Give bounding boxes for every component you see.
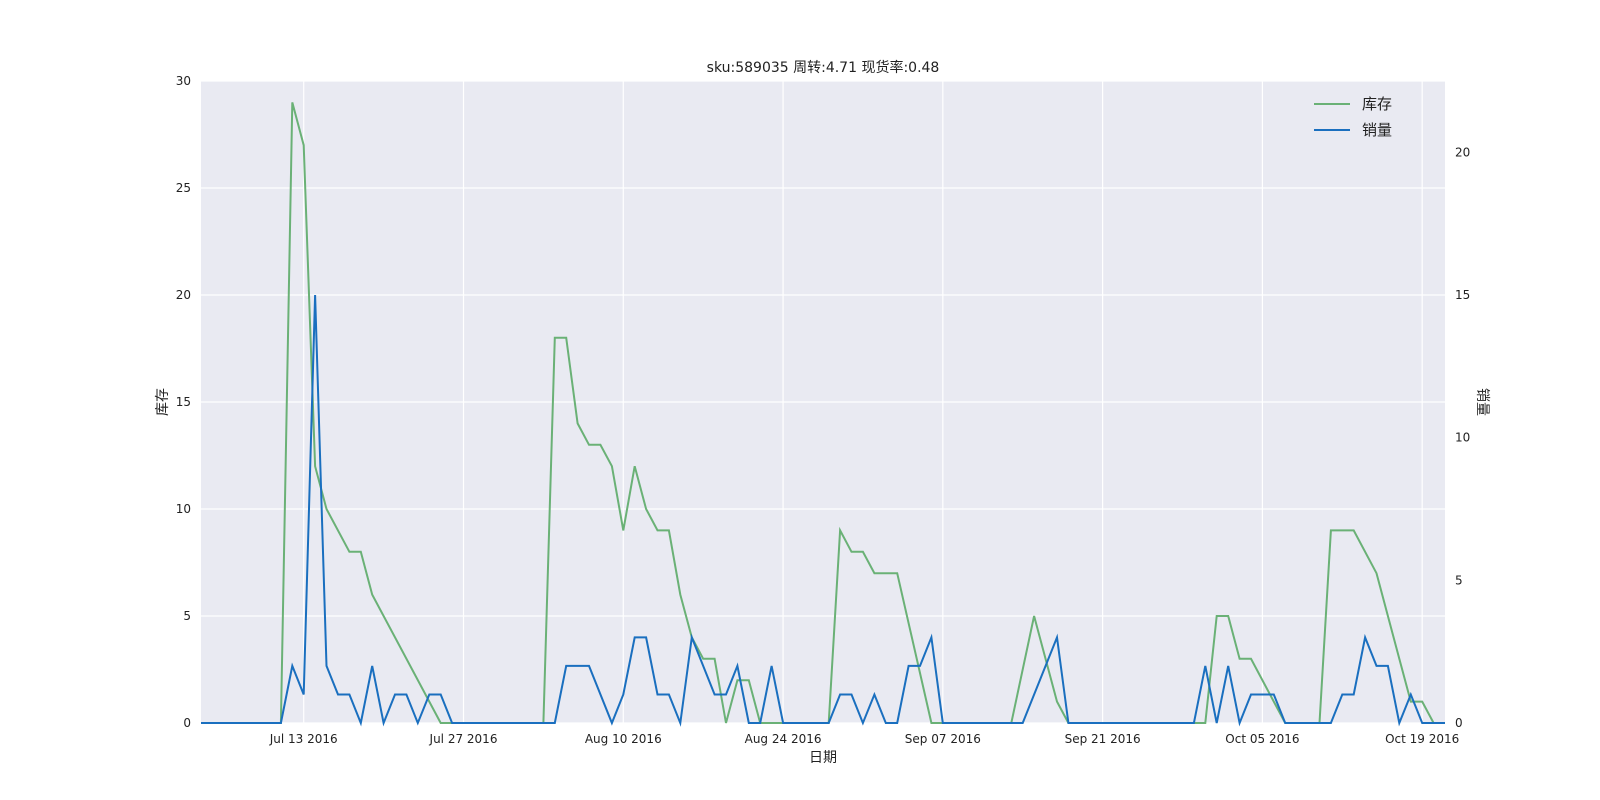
- x-tick: Aug 10 2016: [585, 732, 662, 746]
- y-tick-left: 30: [176, 74, 191, 88]
- y-tick-left: 20: [176, 288, 191, 302]
- series-layer: [201, 102, 1445, 727]
- y-axis-left-label: 库存: [155, 388, 171, 416]
- chart-title: sku:589035 周转:4.71 现货率:0.48: [707, 59, 940, 76]
- y-tick-right: 20: [1455, 145, 1470, 159]
- y-axis-right-label: 销量: [1474, 388, 1490, 416]
- y-tick-left: 15: [176, 395, 191, 409]
- y-tick-left: 0: [183, 716, 191, 730]
- x-tick: Sep 21 2016: [1065, 732, 1141, 746]
- grid-layer: [201, 80, 1445, 724]
- y-tick-right: 0: [1455, 716, 1463, 730]
- x-tick: Oct 19 2016: [1385, 732, 1459, 746]
- x-tick: Sep 07 2016: [905, 732, 981, 746]
- x-tick: Oct 05 2016: [1225, 732, 1299, 746]
- y-tick-right: 5: [1455, 573, 1463, 587]
- x-axis-label: 日期: [809, 750, 837, 766]
- x-tick: Jul 13 2016: [269, 732, 338, 746]
- y-tick-left: 25: [176, 181, 191, 195]
- y-tick-left: 10: [176, 502, 191, 516]
- y-tick-left: 5: [183, 609, 191, 623]
- x-tick: Jul 27 2016: [429, 732, 498, 746]
- y-tick-right: 15: [1455, 288, 1470, 302]
- legend: 库存 销量: [1314, 95, 1392, 139]
- y-tick-right: 10: [1455, 431, 1470, 445]
- legend-label-sales: 销量: [1362, 121, 1392, 139]
- x-tick: Aug 24 2016: [745, 732, 822, 746]
- legend-label-inventory: 库存: [1362, 95, 1392, 113]
- axis-layer: 0 5 10 15 20 25 30 Jul 13 2016 Jul 27 2016 Aug 10…: [176, 74, 1471, 746]
- series-line-sales: [201, 294, 1445, 727]
